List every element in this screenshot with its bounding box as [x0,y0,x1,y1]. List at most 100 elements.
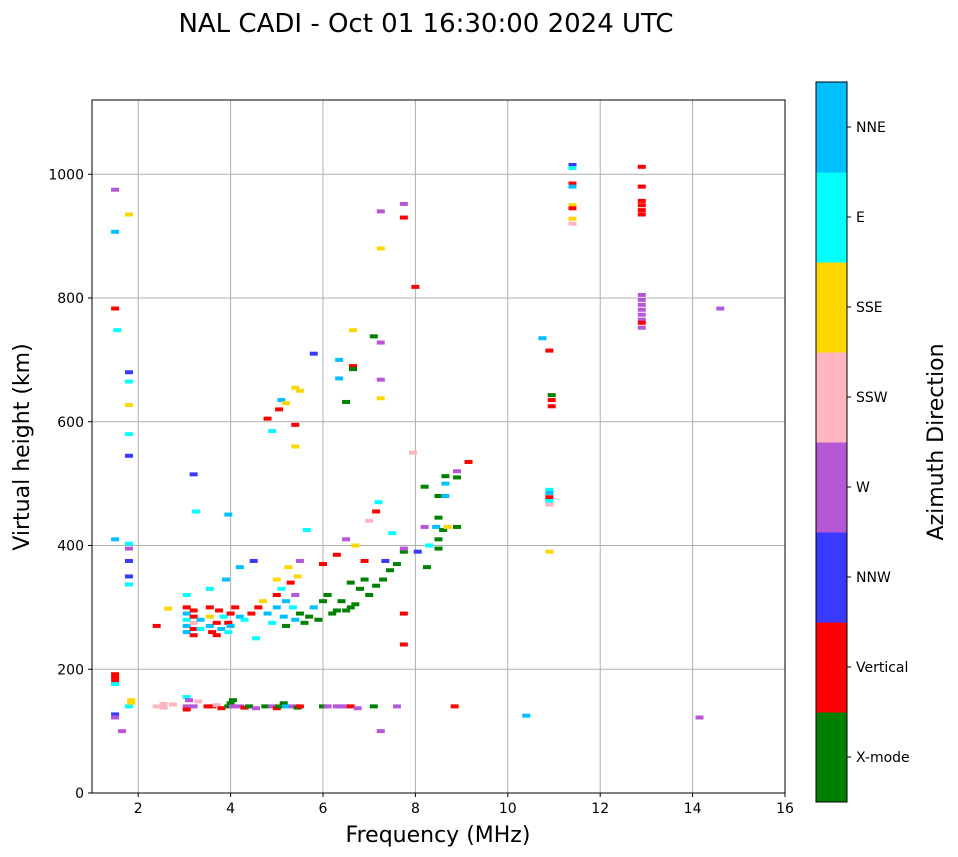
echo-mark-w [111,715,120,720]
echo-mark-x-mode [349,367,358,372]
echo-mark-sse [272,577,281,582]
echo-mark-vertical [254,605,263,610]
echo-mark-vertical [372,509,381,514]
x-tick-label: 8 [411,801,420,817]
echo-mark-w [637,297,646,302]
echo-mark-x-mode [323,593,332,597]
echo-mark-vertical [272,593,281,597]
echo-mark-w [342,704,351,709]
echo-mark-vertical [111,679,120,684]
echo-mark-sse [291,444,300,449]
x-tick-label: 10 [499,801,517,817]
y-tick-label: 800 [57,291,84,307]
colorbar: X-mode Vertical NNW W SSW SSE E NNE [815,81,910,803]
echo-mark-vertical [637,198,646,203]
echo-mark-vertical [637,184,646,189]
echo-mark-x-mode [342,399,351,404]
echo-mark-w [637,317,646,322]
echo-mark-vertical [208,630,217,635]
echo-mark-vertical [224,620,233,625]
echo-mark-nne [205,623,214,628]
echo-mark-x-mode [346,605,355,610]
echo-mark-e [252,636,261,641]
echo-mark-x-mode [275,704,284,709]
echo-mark-sse [127,698,136,703]
echo-mark-vertical [111,306,120,311]
echo-mark-x-mode [365,593,374,597]
echo-mark-vertical [547,404,556,409]
colorbar-segment-vertical [816,622,847,713]
echo-mark-nne [441,481,450,486]
echo-mark-x-mode [452,475,461,480]
colorbar-tick-label: NNE [856,120,886,136]
echo-mark-e [425,543,434,548]
echo-mark-vertical [399,611,408,616]
echo-mark-x-mode [261,704,270,709]
colorbar-segment-ssw [816,352,847,443]
echo-mark-x-mode [547,393,556,398]
echo-mark-nne [545,490,554,495]
echo-mark-x-mode [314,617,323,622]
echo-mark-nne [277,398,286,403]
echo-mark-e [268,620,277,625]
y-axis-ticks: 0 200 400 600 800 1000 [48,167,92,802]
echo-mark-nne [441,494,450,498]
echo-mark-vertical [637,212,646,217]
echo-mark-x-mode [434,494,443,498]
colorbar-segment-e [816,172,847,263]
colorbar-segment-w [816,442,847,533]
x-axis-ticks: 2 4 6 8 10 12 14 16 [134,793,794,817]
echo-mark-w [452,469,461,474]
echo-mark-w [637,312,646,317]
echo-mark-w [420,524,429,529]
echo-mark-e [113,328,122,333]
echo-mark-x-mode [360,577,369,582]
echo-mark-vertical [189,614,198,619]
echo-mark-sse [124,212,133,217]
x-tick-label: 16 [776,801,794,817]
echo-mark-w [637,302,646,307]
echo-mark-vertical [286,580,295,585]
echo-mark-vertical [332,552,341,557]
echo-mark-sse [376,246,385,251]
echo-mark-w [235,704,244,709]
echo-mark-w [295,558,304,563]
echo-mark-vertical [111,672,120,677]
grid [92,100,786,794]
echo-mark-x-mode [452,524,461,529]
echo-mark-vertical [637,164,646,169]
echo-mark-x-mode [439,528,448,533]
echo-mark-nnw [124,453,133,458]
echo-mark-nne [224,512,233,517]
echo-mark-w [376,209,385,214]
echo-mark-sse [124,403,133,408]
echo-mark-nnw [124,370,133,375]
echo-mark-w [323,704,332,709]
echo-mark-vertical [215,608,224,613]
echo-mark-vertical [637,203,646,208]
echo-mark-e [374,500,383,505]
echo-mark-e [288,605,297,610]
echo-mark-nne [111,537,120,542]
echo-mark-nnw [111,712,120,717]
echo-mark-w [337,704,346,709]
echo-mark-e [124,541,133,546]
echo-mark-vertical [360,558,369,563]
x-tick-label: 6 [319,801,328,817]
echo-mark-e [124,582,133,587]
echo-mark-w [118,729,127,734]
echo-mark-e [191,509,200,514]
echo-mark-vertical [450,704,459,709]
y-tick-label: 200 [57,662,84,678]
echo-mark-nne [263,611,272,616]
echo-mark-e [240,617,249,622]
echo-mark-nnw [124,558,133,563]
colorbar-tick-label: E [856,210,865,226]
colorbar-label: Azimuth Direction [924,343,949,540]
echo-mark-w [332,704,341,709]
echo-mark-vertical [464,459,473,464]
echo-mark-ssw [194,699,203,704]
echo-mark-x-mode [337,599,346,604]
echo-mark-w [637,292,646,297]
echo-mark-nnw [413,549,422,554]
